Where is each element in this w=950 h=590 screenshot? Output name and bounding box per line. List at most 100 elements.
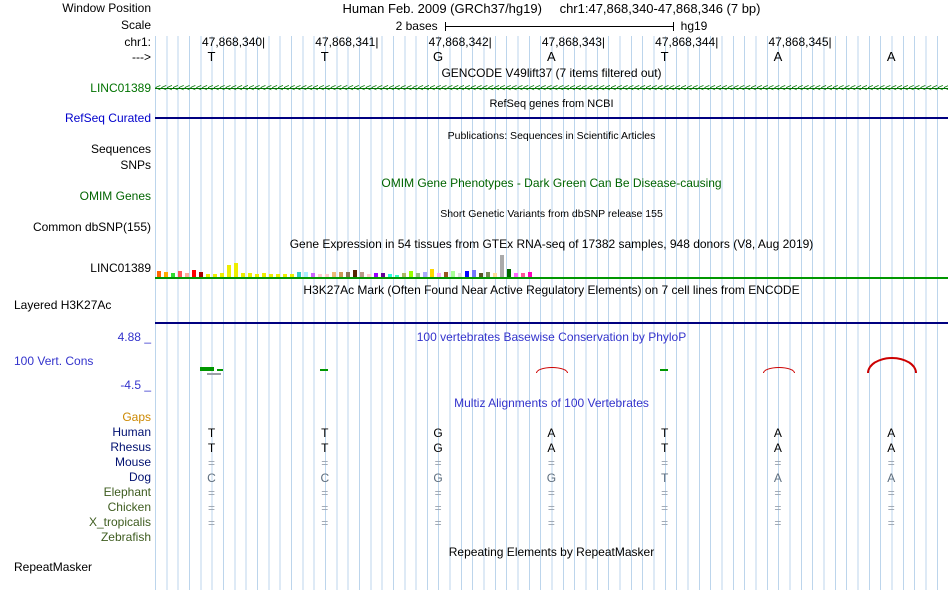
refseq-track-label[interactable]: RefSeq Curated <box>64 111 151 125</box>
gtex-bar <box>234 263 238 277</box>
repeatmasker-track-title[interactable]: Repeating Elements by RepeatMasker <box>448 545 655 559</box>
species-label-elephant[interactable]: Elephant <box>103 485 151 499</box>
track-area: Human Feb. 2009 (GRCh37/hg19) chr1:47,86… <box>155 0 948 590</box>
strand-direction-label: ---> <box>132 50 151 64</box>
h3k27ac-track-title[interactable]: H3K27Ac Mark (Often Found Near Active Re… <box>303 283 800 297</box>
phylop-track-title[interactable]: 100 vertebrates Basewise Conservation by… <box>416 330 687 344</box>
alignment-base: = <box>321 456 329 470</box>
gtex-bar <box>402 273 406 277</box>
refseq-gene-line[interactable] <box>155 117 948 119</box>
species-label-zebrafish[interactable]: Zebrafish <box>100 530 151 544</box>
ruler-base: T <box>320 49 329 64</box>
species-label-x_tropicalis[interactable]: X_tropicalis <box>88 515 151 529</box>
gtex-bar <box>325 274 329 277</box>
alignment-base: = <box>661 501 669 515</box>
coordinate-label: 47,868,342| <box>428 35 492 49</box>
alignment-base: C <box>320 471 330 485</box>
alignment-base: T <box>660 426 669 440</box>
alignment-base: A <box>547 441 556 455</box>
alignment-base: A <box>773 471 782 485</box>
ruler-base: G <box>433 49 444 64</box>
omim-track-label[interactable]: OMIM Genes <box>79 189 151 203</box>
alignment-base: G <box>546 471 557 485</box>
alignment-base: = <box>547 456 555 470</box>
coordinate-label: 47,868,341| <box>315 35 379 49</box>
gtex-bar <box>262 273 266 277</box>
h3k27ac-track-label[interactable]: Layered H3K27Ac <box>14 298 112 312</box>
alignment-base: = <box>547 501 555 515</box>
alignment-base: = <box>661 486 669 500</box>
publications-track-title[interactable]: Publications: Sequences in Scientific Ar… <box>447 130 656 142</box>
assembly-name: Human Feb. 2009 (GRCh37/hg19) <box>342 1 542 16</box>
alignment-base: G <box>433 441 443 455</box>
species-label-rhesus[interactable]: Rhesus <box>110 440 151 454</box>
alignment-base: A <box>773 441 782 455</box>
alignment-base: = <box>774 456 782 470</box>
gtex-bar <box>367 274 371 277</box>
publications-snps-label[interactable]: SNPs <box>120 158 151 172</box>
species-label-dog[interactable]: Dog <box>128 470 151 484</box>
gtex-track-title[interactable]: Gene Expression in 54 tissues from GTEx … <box>289 237 814 251</box>
coordinate-label: 47,868,344| <box>655 35 719 49</box>
gtex-bar <box>241 273 245 277</box>
alignment-base: = <box>434 516 442 530</box>
gtex-bars[interactable] <box>157 255 532 277</box>
omim-track-title[interactable]: OMIM Gene Phenotypes - Dark Green Can Be… <box>381 176 722 190</box>
alignment-base: = <box>207 456 215 470</box>
gencode-track-title[interactable]: GENCODE V49lift37 (7 items filtered out) <box>441 66 662 80</box>
gtex-bar <box>199 272 203 277</box>
dbsnp-track-label[interactable]: Common dbSNP(155) <box>32 220 151 234</box>
gtex-bar <box>332 272 336 277</box>
gtex-baseline <box>155 277 948 279</box>
alignment-base: = <box>887 516 895 530</box>
refseq-track-title[interactable]: RefSeq genes from NCBI <box>489 98 614 110</box>
gtex-bar <box>514 273 518 277</box>
gtex-bar <box>409 271 413 277</box>
chrom-label: chr1: <box>124 35 151 49</box>
alignment-base: A <box>887 471 896 485</box>
coordinate-label: 47,868,340| <box>202 35 266 49</box>
gtex-bar <box>472 270 476 277</box>
alignment-base: A <box>887 426 896 440</box>
gtex-bar <box>521 273 525 277</box>
species-label-mouse[interactable]: Mouse <box>114 455 151 469</box>
gtex-bar <box>479 273 483 277</box>
scale-label: Scale <box>120 18 151 32</box>
ruler-base: A <box>886 49 896 64</box>
gtex-bar <box>507 269 511 277</box>
coordinate-label: 47,868,345| <box>768 35 832 49</box>
phylop-track-label[interactable]: 100 Vert. Cons <box>14 354 94 368</box>
h3k27ac-baseline <box>155 322 948 324</box>
gtex-bar <box>381 273 385 277</box>
ruler-base: A <box>547 49 556 64</box>
multiz-gaps-label[interactable]: Gaps <box>122 410 151 424</box>
alignment-base: = <box>774 516 782 530</box>
gtex-bar <box>318 274 322 277</box>
publications-sequences-label[interactable]: Sequences <box>90 142 151 156</box>
alignment-base: T <box>660 441 669 455</box>
alignment-base: A <box>547 426 556 440</box>
alignment-base: = <box>434 456 442 470</box>
gencode-gene-label[interactable]: LINC01389 <box>90 81 151 95</box>
species-label-chicken[interactable]: Chicken <box>107 500 151 514</box>
repeatmasker-track-label[interactable]: RepeatMasker <box>14 560 93 574</box>
alignment-base: A <box>773 426 782 440</box>
alignment-base: G <box>433 471 443 485</box>
phylop-positive-mark <box>660 369 668 371</box>
alignment-base: = <box>321 516 329 530</box>
gencode-gene-line[interactable] <box>155 88 948 89</box>
gtex-bar <box>430 269 434 277</box>
alignment-base: T <box>321 426 329 440</box>
dbsnp-track-title[interactable]: Short Genetic Variants from dbSNP releas… <box>440 208 663 220</box>
multiz-track-title[interactable]: Multiz Alignments of 100 Vertebrates <box>454 396 649 410</box>
gtex-bar <box>269 274 273 277</box>
species-label-human[interactable]: Human <box>112 425 151 439</box>
guide-lines <box>155 36 948 590</box>
gtex-bar <box>283 274 287 277</box>
gtex-bar <box>248 273 252 277</box>
gtex-gene-label[interactable]: LINC01389 <box>90 261 151 275</box>
coordinate-label: 47,868,343| <box>541 35 606 49</box>
gtex-bar <box>437 273 441 277</box>
